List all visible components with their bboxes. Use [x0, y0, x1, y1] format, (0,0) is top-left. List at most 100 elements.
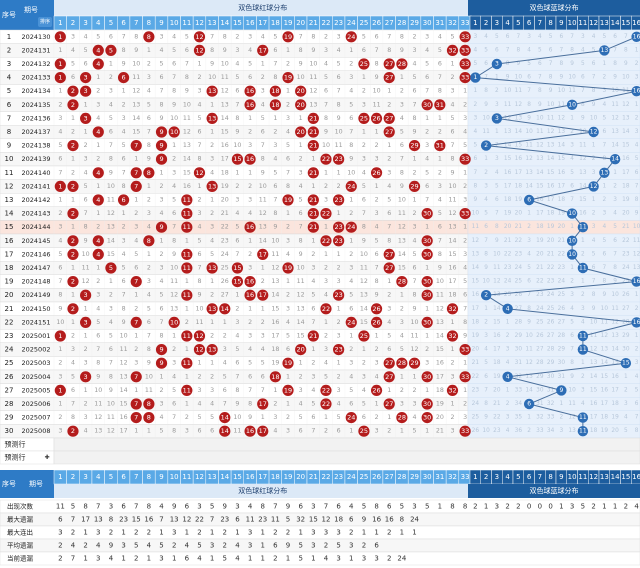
blue-miss-value: 20	[611, 428, 619, 434]
miss-value: 3	[425, 360, 429, 367]
red-ball	[383, 248, 395, 260]
miss-value: 1	[311, 346, 315, 353]
blue-miss-value: 22	[547, 265, 555, 271]
row-issue: 2025001	[22, 332, 51, 340]
blue-miss-value: 26	[536, 333, 544, 339]
stats-blue-value: 4	[634, 503, 639, 511]
red-ball	[459, 344, 471, 356]
blue-miss-value: 9	[484, 102, 488, 108]
red-ball	[282, 357, 294, 369]
blue-miss-value: 7	[495, 211, 499, 217]
blue-number-label: 13	[600, 19, 609, 27]
miss-value: 2	[362, 360, 366, 367]
red-ball-number: 32	[448, 305, 456, 313]
red-ball	[421, 316, 433, 328]
miss-value: 15	[360, 319, 368, 326]
red-ball	[459, 72, 471, 84]
stats-red-value: 2	[273, 529, 277, 537]
miss-value: 27	[221, 292, 229, 299]
stats-red-value: 6	[298, 503, 303, 511]
blue-miss-value: 3	[570, 143, 574, 149]
red-ball-number: 18	[271, 87, 279, 95]
miss-value: 2	[147, 265, 151, 272]
blue-miss-value: 5	[603, 115, 607, 121]
red-ball-number: 9	[159, 346, 163, 354]
miss-value: 4	[362, 169, 366, 176]
stats-red-value: 1	[349, 555, 353, 563]
miss-value: 3	[71, 33, 75, 40]
blue-miss-value: 18	[590, 428, 598, 434]
miss-value: 8	[400, 33, 404, 40]
stats-red-value: 2	[71, 529, 75, 537]
red-ball-number: 3	[84, 318, 88, 326]
blue-miss-value: 11	[558, 102, 566, 108]
miss-value: 1	[273, 387, 277, 394]
blue-ball	[502, 371, 513, 382]
red-number-label: 4	[96, 19, 101, 27]
miss-value: 6	[286, 156, 290, 163]
red-ball-number: 11	[183, 250, 191, 258]
prediction-row[interactable]	[53, 437, 640, 452]
blue-miss-value: 26	[622, 292, 630, 298]
miss-value: 5	[109, 115, 113, 122]
red-ball-number: 1	[58, 33, 62, 41]
stats-red-value: 5	[425, 503, 429, 511]
stats-red-value: 4	[147, 542, 152, 550]
stats-red-value: 1	[438, 503, 442, 511]
stats-blue-value: 3	[495, 503, 499, 511]
miss-value: 4	[375, 224, 379, 231]
blue-miss-value: 6	[549, 47, 553, 53]
red-ball-number: 12	[195, 33, 203, 41]
blue-miss-value: 34	[515, 401, 523, 407]
stats-red-value: 2	[147, 529, 151, 537]
red-ball	[54, 72, 66, 84]
miss-value: 1	[160, 237, 164, 244]
red-ball	[92, 235, 104, 247]
blue-miss-value: 13	[536, 156, 544, 162]
blue-miss-value: 17	[622, 170, 630, 176]
red-ball-number: 33	[461, 210, 469, 218]
red-ball	[408, 140, 421, 152]
miss-value: 7	[147, 129, 151, 136]
red-ball-number: 19	[284, 196, 292, 204]
miss-value: 20	[436, 414, 444, 421]
miss-value: 10	[373, 88, 381, 95]
miss-value: 8	[147, 346, 151, 353]
prediction-row[interactable]	[53, 450, 640, 465]
miss-value: 7	[375, 47, 379, 54]
blue-miss-value: 9	[624, 61, 628, 67]
miss-value: 6	[324, 88, 328, 95]
blue-miss-value: 12	[601, 333, 609, 339]
miss-value: 6	[172, 210, 176, 217]
miss-value: 2	[463, 401, 467, 408]
footer-red-number: 12	[195, 473, 204, 481]
blue-miss-value: 7	[484, 238, 488, 244]
miss-value: 14	[297, 319, 305, 326]
blue-miss-value: 2	[635, 347, 639, 353]
stats-blue-value: 2	[591, 503, 595, 511]
red-number-label: 29	[410, 19, 419, 27]
blue-miss-value: 7	[506, 47, 510, 53]
miss-value: 4	[58, 129, 62, 136]
red-ball-number: 26	[372, 386, 380, 394]
footer-blue-number: 4	[505, 473, 510, 481]
row-seq: 1	[7, 33, 11, 41]
miss-value: 5	[261, 115, 265, 122]
blue-miss-value: 21	[622, 224, 630, 230]
stats-red-value: 5	[159, 542, 163, 550]
blue-miss-value: 8	[603, 156, 607, 162]
blue-miss-value: 33	[547, 415, 555, 421]
miss-value: 8	[122, 183, 126, 190]
blue-miss-value: 4	[581, 47, 585, 53]
red-ball	[333, 153, 345, 165]
red-ball	[383, 357, 395, 369]
sort-button[interactable]	[38, 17, 52, 27]
blue-miss-value: 1	[560, 401, 564, 407]
red-ball-number: 30	[423, 291, 431, 299]
miss-value: 4	[160, 210, 164, 217]
blue-miss-value: 14	[622, 129, 630, 135]
red-ball-number: 31	[436, 101, 444, 109]
red-ball-number: 30	[423, 237, 431, 245]
footer-red-number: 31	[435, 473, 444, 481]
miss-value: 1	[210, 101, 214, 108]
